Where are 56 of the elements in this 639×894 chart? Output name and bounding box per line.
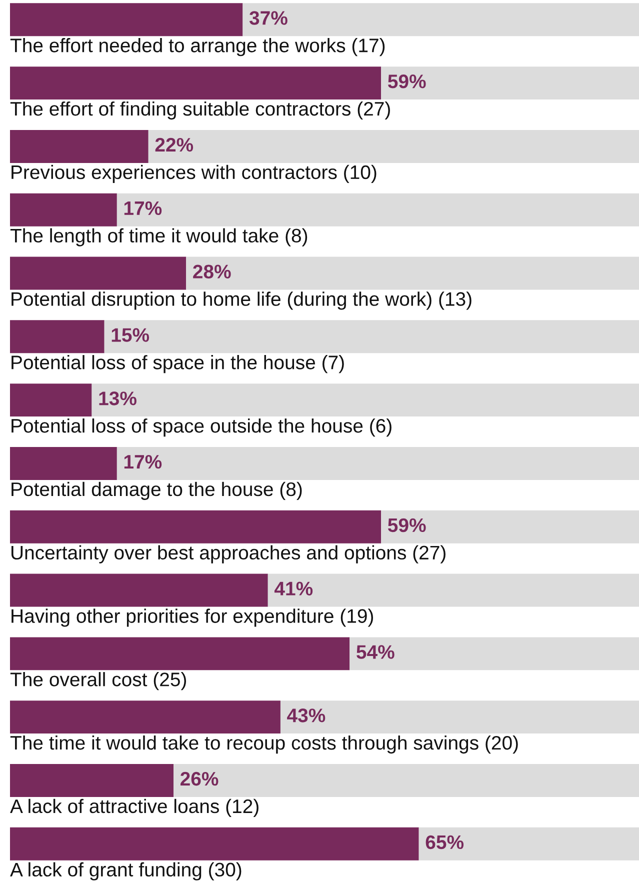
data-label: 28%: [193, 264, 231, 278]
data-label: 26%: [180, 772, 218, 786]
bar: [10, 637, 350, 670]
bar: [10, 764, 174, 797]
data-label: 41%: [274, 582, 313, 596]
bar: [10, 256, 186, 290]
bar: [381, 66, 639, 100]
data-label: 22%: [155, 138, 194, 152]
data-label: 54%: [356, 645, 394, 659]
bar: [148, 130, 639, 163]
bar: [186, 256, 639, 290]
data-label: 17%: [124, 454, 162, 469]
bar: [242, 3, 639, 36]
bar: [10, 320, 104, 354]
bar: [10, 130, 148, 163]
data-label: 15%: [112, 328, 150, 342]
bar: [174, 764, 639, 797]
bar: [280, 700, 639, 734]
y-tick-label: Uncertainty over best approaches and options (27): [12, 545, 446, 564]
y-tick-label: Having other priorities for expenditure (19): [12, 608, 374, 627]
bar: [10, 384, 92, 417]
bar: [381, 510, 639, 544]
y-tick-label: The effort needed to arrange the works (17): [10, 38, 385, 56]
y-tick-label: Potential loss of space outside the house (6): [12, 418, 392, 437]
data-label: 59%: [388, 74, 426, 88]
bar: [104, 320, 639, 354]
y-tick-label: A lack of attractive loans (12): [10, 798, 258, 817]
y-tick-label: The effort of finding suitable contractors (27): [10, 101, 390, 120]
bar: [418, 827, 639, 860]
bar: [10, 66, 382, 100]
data-label: 65%: [426, 835, 464, 850]
bar: [10, 446, 117, 480]
data-label: 59%: [388, 518, 426, 532]
data-label: 13%: [99, 392, 136, 406]
y-tick-label: Potential loss of space in the house (7): [12, 355, 344, 374]
bar: [10, 700, 280, 734]
data-label: 43%: [287, 708, 326, 722]
bar: [268, 574, 639, 607]
y-tick-label: The time it would take to recoup costs through savings (20): [10, 735, 518, 754]
y-tick-label: The overall cost (25): [10, 672, 186, 690]
bar: [116, 193, 639, 226]
bar: [92, 384, 639, 417]
bar: [10, 510, 382, 544]
y-tick-label: The length of time it would take (8): [10, 228, 308, 246]
bar: [350, 637, 639, 670]
data-label: 37%: [249, 11, 288, 25]
bar: [10, 193, 117, 226]
y-tick-label: Potential damage to the house (8): [12, 482, 302, 500]
y-tick-label: A lack of grant funding (30): [10, 862, 242, 880]
bar: [10, 3, 243, 36]
bar: [116, 446, 639, 480]
y-tick-label: Potential disruption to home life (during the work) (13): [12, 292, 472, 310]
bar: [10, 574, 268, 607]
bar: [10, 827, 419, 860]
data-label: 17%: [124, 201, 162, 216]
y-tick-label: Previous experiences with contractors (10): [12, 164, 376, 183]
